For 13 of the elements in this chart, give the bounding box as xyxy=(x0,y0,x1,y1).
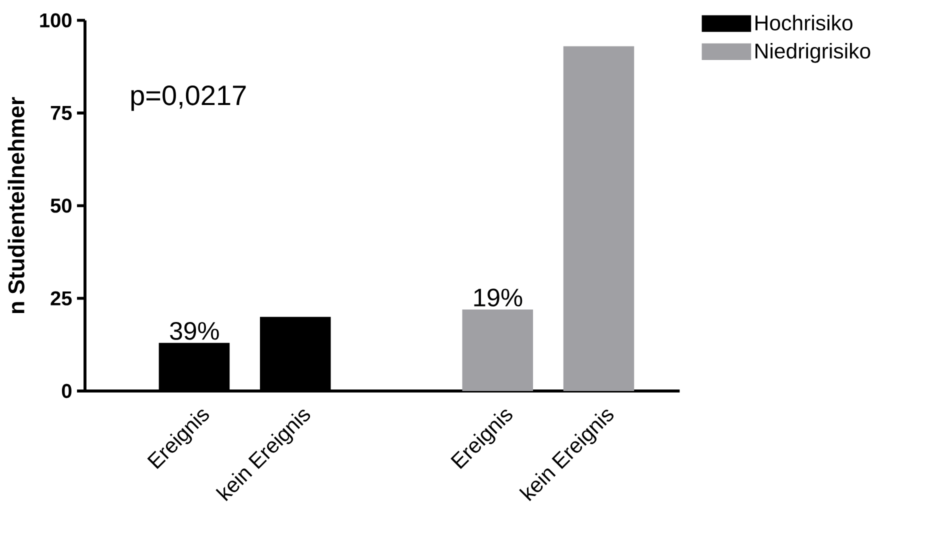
y-tick-label: 75 xyxy=(50,106,72,120)
bar xyxy=(462,309,534,391)
y-tick-label: 50 xyxy=(50,198,72,213)
y-tick-label: 25 xyxy=(50,291,72,306)
bar xyxy=(563,46,634,391)
annotation: 19% xyxy=(474,288,522,307)
y-tick-label: 100 xyxy=(40,13,72,28)
y-tick-label: 0 xyxy=(62,384,72,398)
legend-label: Hochrisiko xyxy=(756,14,852,30)
legend-label: Niedrigrisiko xyxy=(756,42,870,63)
y-axis-title: n Studienteilnehmer xyxy=(8,97,24,314)
annotation: 39% xyxy=(170,322,219,340)
annotation: p=0,0217 xyxy=(131,85,246,111)
